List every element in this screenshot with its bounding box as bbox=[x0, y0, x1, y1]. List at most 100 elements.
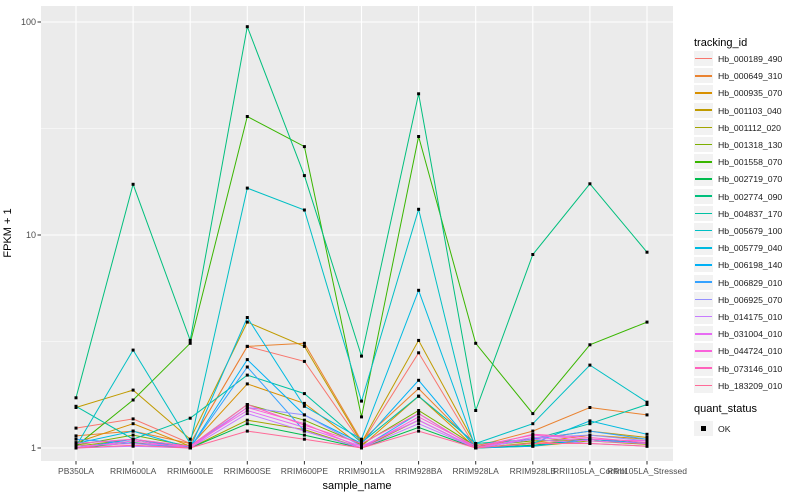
legend-tracking-id-title: tracking_id bbox=[694, 37, 748, 49]
data-point bbox=[645, 250, 649, 254]
legend-key-box bbox=[694, 360, 713, 376]
data-point bbox=[74, 437, 78, 441]
data-point bbox=[531, 437, 535, 441]
data-point bbox=[531, 412, 535, 416]
data-point bbox=[645, 400, 649, 404]
data-point bbox=[417, 429, 421, 433]
legend-key-line-icon bbox=[695, 281, 712, 283]
data-point bbox=[131, 439, 135, 443]
legend-key-box bbox=[694, 137, 713, 152]
legend-key-box bbox=[694, 291, 713, 307]
data-point bbox=[474, 444, 478, 448]
data-point bbox=[531, 253, 535, 256]
legend-item-label: Hb_001103_040 bbox=[718, 105, 782, 116]
legend-item-label: Hb_031004_010 bbox=[718, 329, 783, 340]
data-point bbox=[645, 441, 649, 445]
legend-key-line-icon bbox=[695, 178, 712, 180]
data-point bbox=[131, 422, 135, 426]
legend-key-line-icon bbox=[695, 160, 712, 163]
legend-key-line-icon bbox=[695, 195, 712, 197]
data-point bbox=[360, 399, 363, 403]
legend-key-line-icon bbox=[695, 246, 712, 249]
data-point bbox=[131, 182, 135, 186]
data-point bbox=[302, 344, 306, 348]
data-point bbox=[417, 418, 421, 422]
data-point bbox=[245, 382, 249, 386]
legend-item-label: Hb_001318_130 bbox=[718, 140, 783, 150]
data-point bbox=[74, 442, 78, 445]
data-point bbox=[645, 432, 649, 436]
x-tick-label-RRIM928LA: RRIM928LA bbox=[452, 466, 499, 476]
legend-key-line-icon bbox=[695, 384, 712, 387]
data-point bbox=[360, 444, 363, 448]
data-point bbox=[188, 338, 192, 342]
legend-item-label: Hb_000189_490 bbox=[718, 54, 783, 64]
x-tick-label-RRII105LA_Stressed: RRII105LA_Stressed bbox=[607, 466, 687, 476]
data-point bbox=[588, 437, 592, 441]
legend-key-box bbox=[694, 240, 713, 256]
data-point bbox=[645, 436, 649, 439]
legend-key-line-icon bbox=[695, 264, 712, 266]
legend-key-line-icon bbox=[695, 315, 712, 318]
legend-key-line-icon bbox=[695, 229, 712, 232]
data-point bbox=[188, 444, 192, 448]
legend-key-line-icon bbox=[695, 350, 712, 352]
data-point bbox=[245, 403, 249, 406]
data-point bbox=[302, 429, 306, 433]
data-point bbox=[74, 396, 78, 400]
data-point bbox=[417, 338, 421, 342]
data-point bbox=[302, 208, 306, 212]
legend-item-label: Hb_001558_070 bbox=[718, 157, 783, 168]
legend-item-label: Hb_006829_010 bbox=[718, 277, 783, 288]
x-tick-label-RRIM928LB: RRIM928LB bbox=[509, 466, 556, 476]
data-point bbox=[417, 351, 421, 355]
legend-key-line-icon bbox=[695, 332, 712, 335]
data-point bbox=[645, 320, 649, 324]
legend-item-label: Hb_001112_020 bbox=[718, 122, 781, 133]
data-point bbox=[474, 446, 478, 450]
data-point bbox=[131, 348, 135, 352]
legend-key-box bbox=[694, 257, 713, 273]
legend-key-box bbox=[694, 377, 713, 393]
data-point bbox=[74, 426, 78, 430]
data-point bbox=[131, 443, 135, 447]
data-point bbox=[302, 392, 306, 396]
legend-key-box bbox=[694, 274, 713, 290]
data-point bbox=[188, 446, 192, 450]
data-point bbox=[417, 422, 421, 426]
legend-key-line-icon bbox=[695, 298, 712, 301]
data-point bbox=[131, 437, 135, 441]
data-point bbox=[588, 363, 592, 367]
data-point bbox=[302, 359, 306, 363]
legend-item-label: OK bbox=[718, 423, 731, 434]
y-axis-title: FPKM + 1 bbox=[2, 208, 14, 258]
legend-item-label: Hb_006198_140 bbox=[718, 260, 783, 271]
legend-key-box bbox=[694, 171, 713, 187]
data-point bbox=[474, 409, 478, 412]
data-point bbox=[302, 341, 306, 345]
data-point bbox=[417, 135, 421, 138]
data-point bbox=[245, 412, 249, 416]
data-point bbox=[131, 429, 135, 433]
data-point bbox=[302, 145, 306, 149]
data-point bbox=[245, 429, 249, 433]
data-point bbox=[188, 416, 192, 420]
data-point bbox=[302, 423, 306, 427]
data-point bbox=[531, 432, 535, 436]
legend-item-label: Hb_183209_010 bbox=[718, 380, 783, 391]
legend-key-line-icon bbox=[695, 57, 712, 60]
legend-key-line-icon bbox=[695, 367, 712, 369]
legend-key-box bbox=[694, 188, 713, 204]
legend-key-box bbox=[694, 85, 713, 101]
legend-item-label: Hb_073146_010 bbox=[718, 363, 783, 374]
data-point bbox=[245, 422, 249, 426]
legend-item-label: Hb_002719_070 bbox=[718, 174, 783, 185]
legend-item-label: Hb_000935_070 bbox=[718, 88, 783, 99]
data-point bbox=[360, 442, 363, 445]
x-tick-label-RRIM600PE: RRIM600PE bbox=[280, 466, 329, 476]
legend-item-label: Hb_004837_170 bbox=[718, 208, 783, 219]
legend-key-line-icon bbox=[695, 126, 712, 129]
data-point bbox=[188, 442, 192, 445]
data-point bbox=[588, 429, 592, 433]
